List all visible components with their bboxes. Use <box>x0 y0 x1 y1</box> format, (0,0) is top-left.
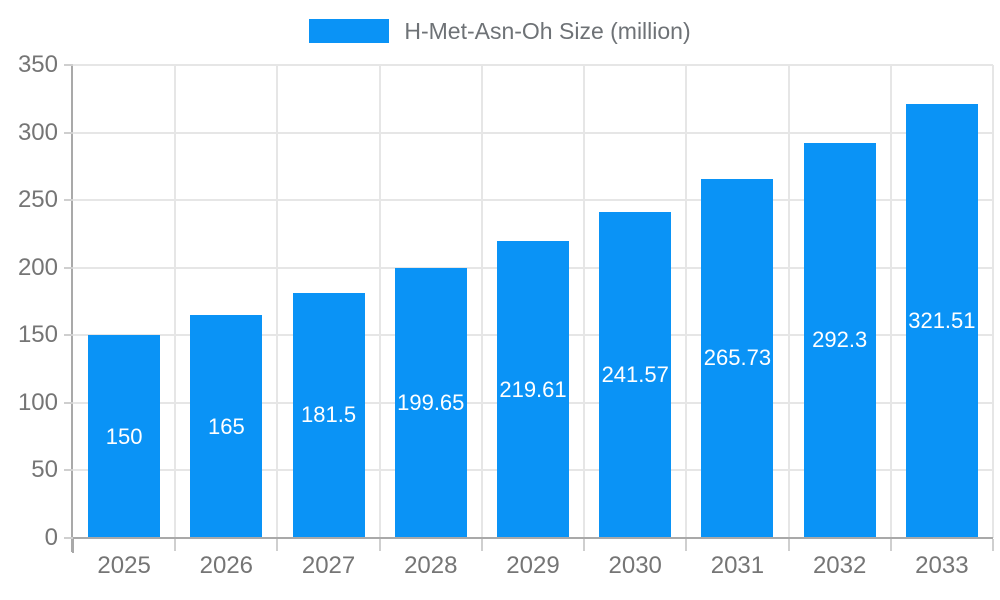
x-axis-label: 2026 <box>199 552 254 579</box>
bar[interactable] <box>905 103 978 538</box>
x-axis-label: 2028 <box>404 552 458 579</box>
y-tick <box>64 199 73 202</box>
y-tick <box>64 334 73 337</box>
chart-legend[interactable]: H-Met-Asn-Oh Size (million) <box>0 16 1000 46</box>
bar-value-label: 321.51 <box>908 307 976 333</box>
x-tick <box>480 539 483 551</box>
x-axis-label: 2027 <box>301 552 356 579</box>
bar[interactable] <box>88 335 161 538</box>
bar-value-label: 181.5 <box>301 402 357 428</box>
h-gridline <box>73 131 993 134</box>
legend-label: H-Met-Asn-Oh Size (million) <box>404 17 691 44</box>
v-gridline <box>992 65 994 538</box>
legend-swatch <box>309 19 390 43</box>
bar-value-label: 241.57 <box>601 361 669 387</box>
bar[interactable] <box>497 241 569 538</box>
x-tick <box>787 539 790 551</box>
x-axis-label: 2029 <box>506 552 560 579</box>
bar[interactable] <box>190 315 263 538</box>
y-tick <box>64 266 73 269</box>
v-gridline <box>685 65 688 538</box>
y-axis-label: 50 <box>31 456 58 484</box>
v-gridline <box>787 65 790 538</box>
bar[interactable] <box>394 268 467 538</box>
x-tick <box>685 539 688 551</box>
bar-value-label: 165 <box>207 413 245 439</box>
v-gridline <box>889 65 892 538</box>
v-gridline <box>583 65 586 538</box>
y-tick <box>64 401 73 404</box>
x-axis-line <box>64 537 993 539</box>
bar[interactable] <box>292 292 365 538</box>
y-axis-label: 300 <box>17 118 58 146</box>
x-tick <box>378 539 381 551</box>
x-tick <box>72 539 74 553</box>
x-axis-label: 2030 <box>608 552 662 579</box>
x-tick <box>992 539 994 551</box>
y-axis-label: 250 <box>17 186 58 214</box>
x-axis-label: 2031 <box>710 552 765 579</box>
bar-value-label: 292.3 <box>812 327 868 353</box>
y-axis-label: 200 <box>17 253 58 281</box>
bar[interactable] <box>803 142 876 538</box>
x-tick <box>276 539 279 551</box>
x-tick <box>889 539 892 551</box>
x-axis-label: 2033 <box>915 552 969 579</box>
v-gridline <box>480 65 483 538</box>
bar-value-label: 199.65 <box>397 390 465 416</box>
y-axis-label: 0 <box>44 524 58 551</box>
y-tick <box>64 537 73 539</box>
x-tick <box>583 539 586 551</box>
v-gridline <box>378 65 381 538</box>
h-gridline <box>73 64 993 66</box>
y-axis-label: 350 <box>17 51 58 78</box>
y-axis-line <box>71 65 73 552</box>
y-axis-label: 100 <box>17 388 58 416</box>
h-gridline <box>73 199 993 202</box>
y-tick <box>64 131 73 134</box>
x-axis-label: 2025 <box>97 552 151 579</box>
y-tick <box>64 64 73 66</box>
bar-value-label: 265.73 <box>703 345 772 371</box>
v-gridline <box>276 65 279 538</box>
y-tick <box>64 469 73 472</box>
bar[interactable] <box>701 178 774 538</box>
x-axis-label: 2032 <box>812 552 867 579</box>
x-tick <box>174 539 177 551</box>
plot-area: 150 165 181.5 199.65 219.61 241.57 265.73 292.3… <box>73 64 994 538</box>
y-axis-label: 150 <box>17 321 58 349</box>
v-gridline <box>174 65 177 538</box>
bar-value-label: 150 <box>105 423 143 449</box>
bar-value-label: 219.61 <box>499 376 567 402</box>
bar[interactable] <box>599 211 672 538</box>
